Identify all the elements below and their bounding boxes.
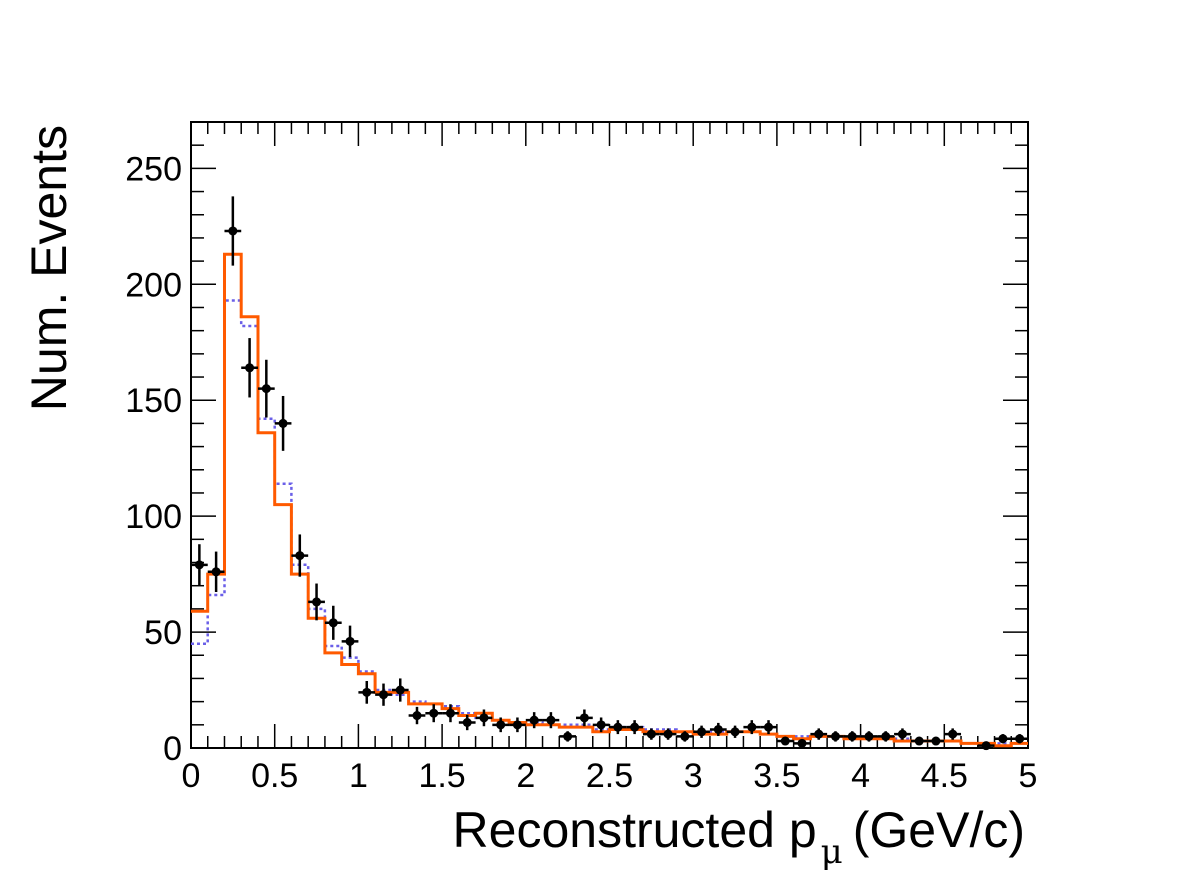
y-tick-labels: 0 50 100 150 200 250 [125, 150, 182, 768]
axis-ticks [190, 121, 1029, 749]
data-point [291, 534, 309, 577]
data-point [492, 717, 510, 733]
data-point [559, 731, 577, 742]
x-tick-label: 1 [349, 757, 368, 795]
data-point [509, 717, 526, 733]
data-point [994, 734, 1012, 744]
data-point [442, 704, 459, 723]
data-point [475, 709, 493, 727]
x-tick-label: 1.5 [418, 757, 465, 795]
x-tick-label: 0.5 [251, 757, 298, 795]
series-dotted [191, 299, 1028, 745]
x-tick-label: 3.5 [753, 757, 800, 795]
data-point [609, 720, 627, 735]
y-tick-label: 200 [125, 266, 182, 304]
data-point [743, 720, 761, 735]
data-point [525, 712, 543, 729]
data-point [1011, 734, 1028, 744]
plot-frame [190, 121, 1029, 749]
x-tick-labels: 0 0.5 1 1.5 2 2.5 3 3.5 4 4.5 5 [182, 757, 1038, 795]
data-point [626, 720, 643, 735]
data-point [425, 704, 443, 723]
data-point [241, 338, 258, 398]
data-point [843, 731, 861, 742]
dotted-step-line [191, 299, 1028, 745]
x-tick-label: 0 [182, 757, 201, 795]
data-point [877, 731, 895, 742]
data-point [358, 680, 376, 704]
data-point [726, 725, 744, 738]
data-point [793, 738, 811, 748]
x-tick-label: 4 [851, 757, 870, 795]
data-point [341, 625, 359, 658]
y-tick-label: 50 [144, 614, 182, 652]
data-point [776, 736, 794, 746]
data-point [977, 741, 995, 751]
x-tick-label: 3 [684, 757, 703, 795]
x-tick-label: 5 [1019, 757, 1038, 795]
data-point [659, 728, 677, 740]
y-axis-title: Num. Events [21, 125, 77, 411]
y-tick-label: 250 [125, 150, 182, 188]
data-point [894, 728, 911, 740]
data-point [375, 683, 392, 706]
y-tick-label: 100 [125, 498, 182, 536]
series-solid [191, 252, 1028, 748]
data-point [810, 728, 828, 740]
data-point [408, 706, 426, 725]
y-tick-label: 150 [125, 382, 182, 420]
data-point [542, 712, 560, 729]
x-tick-label: 2 [516, 757, 535, 795]
x-tick-label: 2.5 [586, 757, 633, 795]
data-point [827, 731, 844, 742]
solid-step-line [191, 252, 1028, 748]
data-point [458, 714, 476, 731]
data-point [391, 678, 409, 702]
data-point [927, 736, 945, 746]
series-data [191, 196, 1028, 751]
data-point [676, 731, 694, 742]
y-tick-label: 0 [163, 730, 182, 768]
data-point [308, 583, 325, 621]
data-point [910, 736, 928, 746]
data-point [760, 720, 777, 735]
data-point [576, 709, 593, 727]
data-point [860, 731, 878, 742]
data-point [224, 196, 242, 266]
data-point [592, 717, 610, 733]
data-point [207, 551, 225, 593]
data-point [191, 544, 208, 586]
x-tick-label: 4.5 [921, 757, 968, 795]
data-point [642, 728, 660, 740]
x-axis-title: Reconstructed p μ (GeV/c) [453, 802, 1025, 872]
data-point [944, 728, 962, 740]
data-point [693, 725, 710, 738]
data-point [257, 359, 275, 418]
data-point [274, 395, 292, 451]
data-point [709, 722, 727, 737]
data-point [324, 605, 342, 640]
